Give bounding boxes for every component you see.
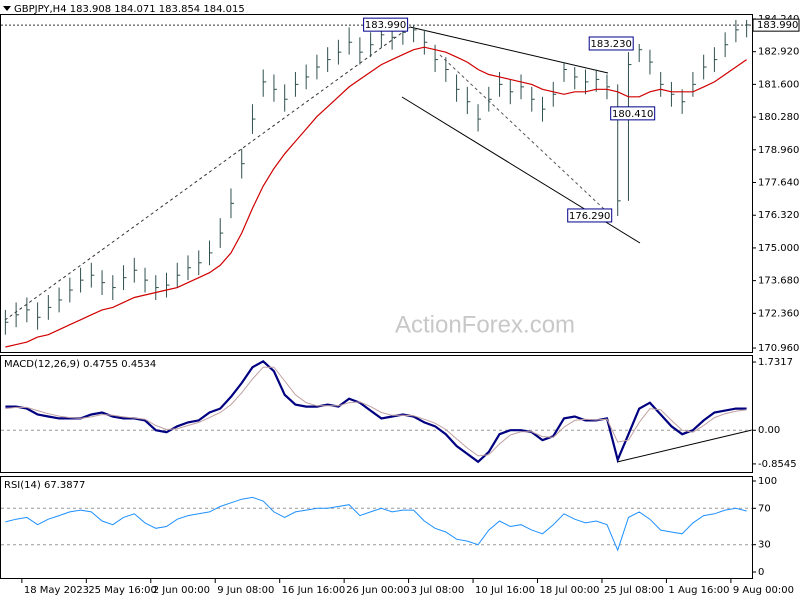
trend-line-dashed bbox=[4, 26, 411, 321]
macd-panel-border bbox=[0, 355, 753, 473]
y-tick-label: 0.00 bbox=[758, 425, 780, 436]
y-tick-label: 1.7317 bbox=[758, 357, 793, 368]
x-tick-label: 9 Jun 08:00 bbox=[217, 585, 274, 596]
y-tick-label: 100 bbox=[758, 476, 777, 487]
y-tick-label: 180.280 bbox=[758, 112, 799, 123]
annotation-box bbox=[363, 17, 409, 32]
y-tick-label: 181.600 bbox=[758, 79, 799, 90]
x-tick-label: 1 Aug 16:00 bbox=[668, 585, 729, 596]
y-tick-label: 175.000 bbox=[758, 243, 799, 254]
annotation-box bbox=[610, 106, 656, 121]
y-tick-label: 30 bbox=[758, 540, 771, 551]
y-tick-label: 170.960 bbox=[758, 343, 799, 354]
panel-title: MACD(12,26,9) 0.4755 0.4534 bbox=[4, 359, 156, 370]
annotation-label: 180.410 bbox=[612, 109, 653, 120]
x-tick-label: 25 May 16:00 bbox=[88, 585, 157, 596]
x-tick-label: 18 Jul 00:00 bbox=[540, 585, 600, 596]
annotation-label: 176.290 bbox=[569, 211, 610, 222]
symbol-menu-triangle bbox=[3, 6, 11, 11]
rsi-line bbox=[5, 496, 747, 552]
main-panel-border bbox=[0, 14, 753, 353]
annotation-label: 183.230 bbox=[591, 39, 632, 50]
y-tick-label: 173.680 bbox=[758, 276, 799, 287]
last-price-label: 183.990 bbox=[757, 20, 798, 31]
x-tick-label: 9 Aug 00:00 bbox=[733, 585, 794, 596]
x-tick-label: 18 May 2023 bbox=[24, 585, 89, 596]
x-tick-label: 10 Jul 16:00 bbox=[475, 585, 535, 596]
trend-line-dashed bbox=[439, 54, 606, 211]
y-tick-label: 172.360 bbox=[758, 308, 799, 319]
moving-average bbox=[5, 46, 747, 348]
y-tick-label: 182.920 bbox=[758, 47, 799, 58]
y-tick-label: 176.320 bbox=[758, 210, 799, 221]
trend-line bbox=[409, 26, 609, 74]
y-tick-label: 70 bbox=[758, 503, 771, 514]
watermark: ActionForex.com bbox=[395, 311, 575, 338]
panel-title: GBPJPY,H4 183.908 184.071 183.854 184.01… bbox=[14, 4, 245, 15]
macd-line bbox=[5, 366, 747, 457]
y-tick-label: 178.960 bbox=[758, 145, 799, 156]
y-tick-label: 0 bbox=[758, 567, 764, 578]
annotation-label: 183.990 bbox=[365, 20, 406, 31]
last-price-box bbox=[752, 18, 800, 32]
y-tick-label: 177.640 bbox=[758, 178, 799, 189]
macd-trend-line bbox=[616, 429, 753, 463]
x-tick-label: 16 Jun 16:00 bbox=[282, 585, 346, 596]
macd-line bbox=[5, 359, 747, 464]
annotation-box bbox=[588, 36, 634, 51]
x-tick-label: 26 Jun 00:00 bbox=[346, 585, 410, 596]
panel-title: RSI(14) 67.3877 bbox=[4, 480, 85, 491]
y-tick-label: -0.8545 bbox=[758, 459, 797, 470]
x-tick-label: 2 Jun 00:00 bbox=[153, 585, 210, 596]
annotation-box bbox=[567, 208, 613, 223]
x-tick-label: 3 Jul 08:00 bbox=[411, 585, 465, 596]
x-tick-label: 25 Jul 08:00 bbox=[604, 585, 664, 596]
rsi-panel-border bbox=[0, 476, 753, 579]
